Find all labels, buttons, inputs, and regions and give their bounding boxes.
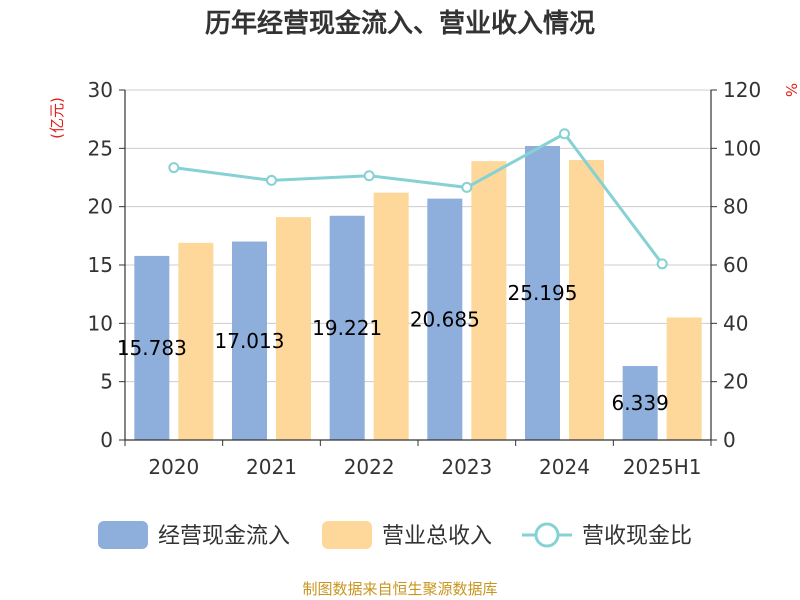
x-tick-label: 2020 bbox=[148, 455, 199, 479]
bar-cash-inflow bbox=[525, 146, 560, 440]
left-tick-label: 5 bbox=[100, 370, 113, 394]
right-tick-label: 40 bbox=[723, 311, 748, 335]
left-tick-label: 0 bbox=[100, 428, 113, 452]
legend-label: 营收现金比 bbox=[582, 524, 692, 549]
legend: 经营现金流入 营业总收入 营收现金比 bbox=[98, 521, 692, 549]
bar-revenue bbox=[666, 317, 702, 440]
bar-revenue bbox=[178, 242, 214, 440]
ratio-point bbox=[656, 258, 668, 270]
legend-label: 经营现金流入 bbox=[158, 524, 290, 549]
bar-cash-inflow bbox=[232, 241, 267, 440]
left-tick-label: 30 bbox=[88, 78, 113, 102]
ratio-point bbox=[363, 170, 375, 182]
bar-cash-inflow bbox=[427, 198, 463, 440]
grid-lines bbox=[125, 89, 711, 383]
bar-revenue bbox=[569, 160, 604, 440]
line-series bbox=[168, 128, 668, 270]
left-tick-label: 10 bbox=[88, 311, 113, 335]
left-tick-label: 15 bbox=[88, 253, 113, 277]
right-tick-label: 120 bbox=[723, 78, 761, 102]
ratio-line bbox=[173, 131, 664, 265]
ratio-point bbox=[266, 174, 277, 186]
left-tick-label: 25 bbox=[88, 136, 113, 160]
data-labels: 15.783 17.013 19.221 20.685 25.195 6.339 bbox=[117, 281, 669, 415]
x-tick-label: 2023 bbox=[441, 455, 492, 479]
x-tick-label: 2025H1 bbox=[623, 455, 702, 479]
legend-swatch bbox=[98, 521, 148, 549]
right-tick-label: 100 bbox=[723, 136, 761, 160]
right-axis-unit: % bbox=[782, 83, 800, 97]
left-axis-unit: (亿元) bbox=[48, 97, 66, 139]
bar-revenue bbox=[276, 217, 311, 440]
chart-title: 历年经营现金流入、营业收入情况 bbox=[205, 8, 595, 39]
bar-data-label: 15.783 bbox=[117, 336, 187, 360]
bar-data-label: 25.195 bbox=[508, 281, 578, 305]
source-note: 制图数据来自恒生聚源数据库 bbox=[302, 580, 497, 598]
left-tick-label: 20 bbox=[88, 195, 113, 219]
right-tick-label: 80 bbox=[723, 195, 748, 219]
ratio-point bbox=[168, 162, 180, 174]
bar-data-label: 17.013 bbox=[215, 329, 285, 353]
bar-cash-inflow bbox=[622, 366, 658, 440]
bar-cash-inflow bbox=[134, 255, 170, 440]
right-tick-label: 20 bbox=[723, 370, 748, 394]
bar-revenue bbox=[373, 192, 409, 440]
ratio-point bbox=[461, 181, 473, 193]
x-tick-label: 2022 bbox=[344, 455, 395, 479]
legend-swatch bbox=[322, 521, 372, 549]
bar-series bbox=[134, 146, 702, 440]
legend-label: 营业总收入 bbox=[382, 524, 492, 549]
bar-cash-inflow bbox=[329, 215, 365, 440]
bar-revenue bbox=[471, 161, 507, 440]
right-tick-label: 60 bbox=[723, 253, 748, 277]
ratio-point bbox=[559, 128, 570, 140]
x-tick-label: 2024 bbox=[539, 455, 590, 479]
bar-data-label: 19.221 bbox=[312, 316, 382, 340]
bar-data-label: 20.685 bbox=[410, 307, 480, 331]
right-tick-label: 0 bbox=[723, 428, 736, 452]
bar-data-label: 6.339 bbox=[612, 391, 669, 415]
axes: 0 5 10 15 20 25 30 0 20 40 60 80 100 120 2020 2021 2022 2… bbox=[88, 78, 762, 479]
x-tick-label: 2021 bbox=[246, 455, 297, 479]
legend-marker bbox=[534, 522, 560, 548]
